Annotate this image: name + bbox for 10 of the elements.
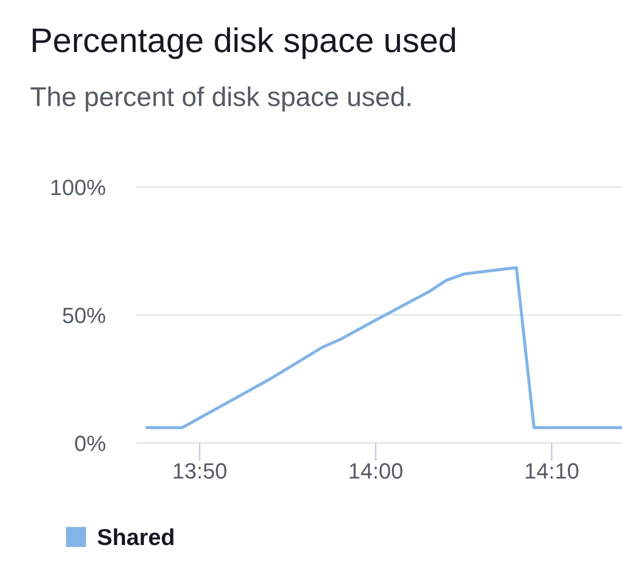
chart-subtitle: The percent of disk space used. xyxy=(30,82,413,112)
line-series xyxy=(145,266,622,430)
x-tick-label: 14:10 xyxy=(524,458,580,484)
legend-label: Shared xyxy=(97,524,175,550)
x-tick-label: 14:00 xyxy=(348,458,404,484)
chart-title: Percentage disk space used xyxy=(30,22,458,60)
y-tick-label: 100% xyxy=(50,174,106,200)
y-tick-label: 0% xyxy=(74,430,106,456)
y-tick-label: 50% xyxy=(62,302,106,328)
x-tick-label: 13:50 xyxy=(172,458,228,484)
